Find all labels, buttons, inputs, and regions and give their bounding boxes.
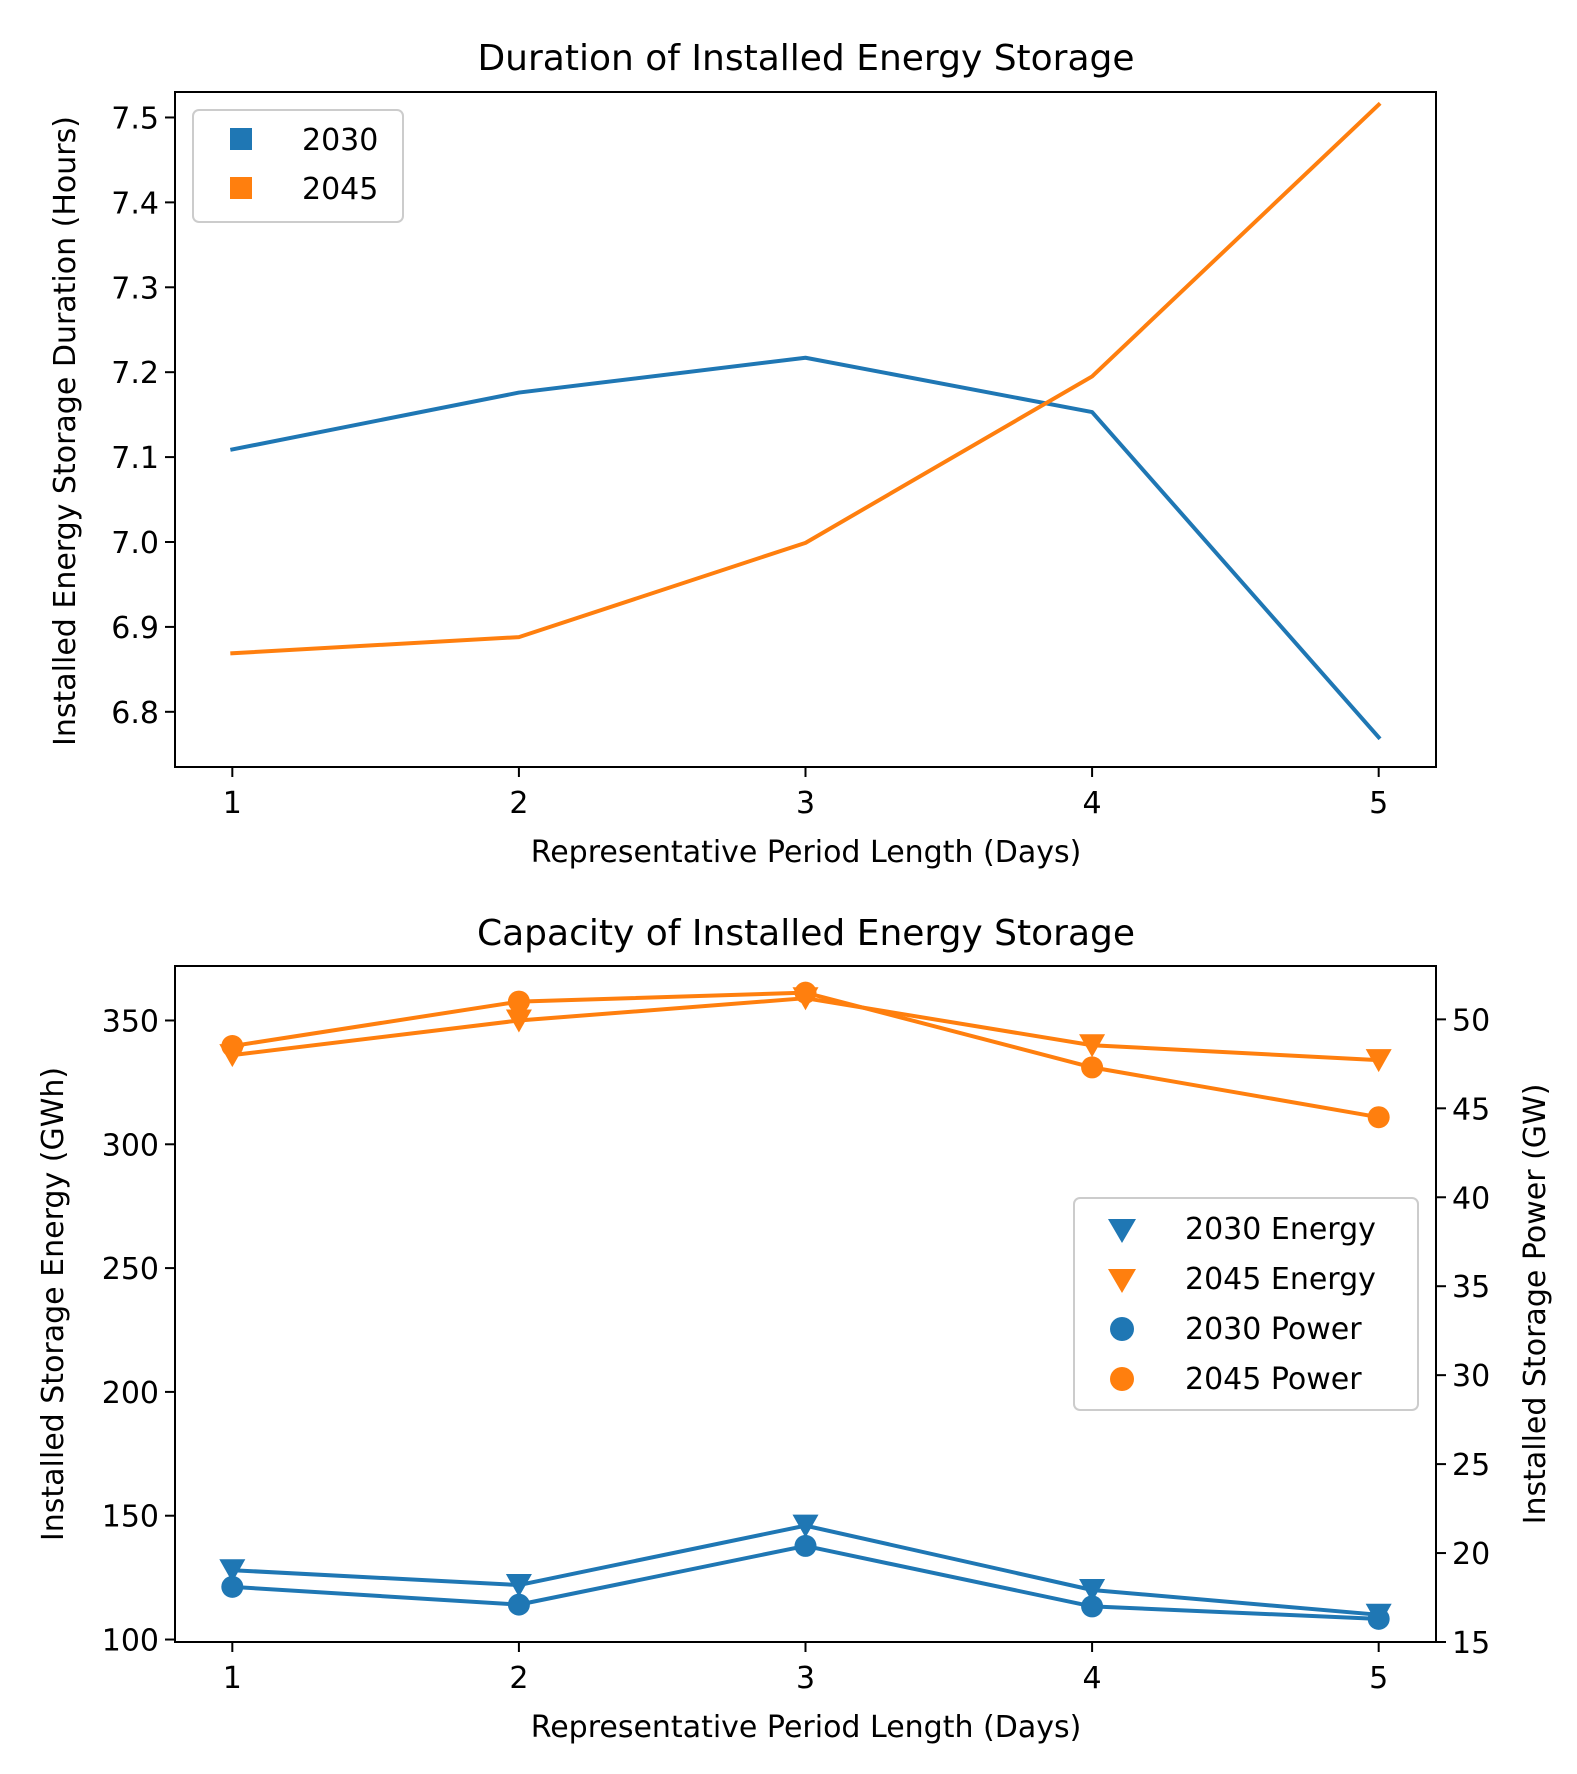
x-tick-label: 4 [1083,1661,1102,1696]
y-tick-label: 100 [102,1624,159,1659]
y-axis-right: 15 20 25 30 35 40 45 50 [1436,1003,1490,1661]
x-tick-label: 5 [1369,786,1388,821]
series-2030-power-point [507,1593,530,1616]
y-tick-label: 7.4 [111,186,159,221]
y-tick-label: 7.2 [111,356,159,391]
y-tick-label: 7.3 [111,271,159,306]
legend-label-2045: 2045 [302,172,378,207]
y-tick-label: 50 [1452,1003,1490,1038]
chart-title: Duration of Installed Energy Storage [477,38,1134,79]
y-axis-label: Installed Energy Storage Duration (Hours… [48,116,83,746]
chart-title: Capacity of Installed Energy Storage [477,913,1135,954]
x-tick-label: 3 [796,786,815,821]
y-tick-label: 350 [102,1004,159,1039]
y-tick-label: 150 [102,1500,159,1535]
legend-label-2045-energy: 2045 Energy [1185,1262,1376,1297]
series-2045-power-line [230,990,1381,1120]
series-2030-line [229,355,1382,741]
y-axis-left: 100 150 200 250 300 350 [102,1004,175,1659]
y-tick-label: 15 [1452,1626,1490,1661]
y-tick-label: 35 [1452,1270,1490,1305]
series-2045-power-point [1081,1056,1104,1079]
series-2045-power-point [507,990,530,1013]
series-2045-line [230,101,1382,656]
y-tick-label: 7.5 [111,101,159,136]
series-2030-power-point [221,1575,244,1598]
legend-marker-2045 [230,177,252,199]
series-2045-energy-point [1079,1034,1106,1058]
series-2030-energy-point [792,1514,819,1538]
y-tick-label: 250 [102,1252,159,1287]
y-tick-label: 45 [1452,1092,1490,1127]
series-2045-power-point [221,1035,244,1058]
series-2045-power-point [1367,1106,1390,1129]
y-tick-label: 300 [102,1128,159,1163]
x-tick-label: 3 [796,1661,815,1696]
legend-marker-2030-energy [1108,1219,1136,1243]
y-tick-label: 25 [1452,1448,1490,1483]
x-axis-label: Representative Period Length (Days) [531,835,1082,870]
series-2045-energy-point [505,1009,532,1033]
series-2030-power-point [1081,1595,1104,1618]
series-2030-power-point [794,1534,817,1557]
legend: 2030 Energy 2045 Energy 2030 Power 2045 … [1073,1197,1419,1411]
series-2030-energy-point [1079,1579,1106,1602]
x-tick-label: 4 [1083,786,1102,821]
legend-frame [1073,1197,1419,1411]
y-tick-label: 20 [1452,1537,1490,1572]
x-tick-label: 5 [1369,1661,1388,1696]
legend-marker-2030 [230,128,252,150]
x-tick-label: 1 [223,786,242,821]
x-tick-label: 1 [223,1661,242,1696]
y-tick-label: 200 [102,1376,159,1411]
legend-label-2045-power: 2045 Power [1185,1362,1362,1397]
series-2045-power-point [794,981,817,1004]
y-tick-label: 6.9 [111,611,159,646]
y-tick-label: 7.0 [111,526,159,561]
series-2030-energy-point [505,1574,532,1598]
y-axis-label-left: Installed Storage Energy (GWh) [36,1067,71,1541]
series-lines [229,101,1382,741]
series-2045-energy-point [1365,1049,1392,1073]
legend-marker-2045-power [1110,1367,1134,1391]
series-lines [219,981,1392,1630]
series-2030-power-point [1367,1607,1390,1630]
legend: 2030 2045 [192,109,404,223]
x-axis: 1 2 3 4 5 [223,767,1388,821]
legend-label-2030-energy: 2030 Energy [1185,1212,1376,1247]
y-axis-label-right: Installed Storage Power (GW) [1518,1084,1553,1525]
capacity-chart: Capacity of Installed Energy Storage 1 2 3… [36,913,1553,1745]
y-tick-label: 7.1 [111,441,159,476]
legend-marker-2030-power [1110,1317,1134,1341]
legend-label-2030: 2030 [302,123,378,158]
y-tick-label: 30 [1452,1359,1490,1394]
x-axis-label: Representative Period Length (Days) [531,1710,1082,1745]
series-2030-energy-point [219,1559,246,1583]
legend-label-2030-power: 2030 Power [1185,1312,1362,1347]
x-tick-label: 2 [509,786,528,821]
legend-marker-2045-energy [1108,1269,1136,1293]
y-tick-label: 40 [1452,1181,1490,1216]
duration-chart: Duration of Installed Energy Storage 1 2 3… [48,38,1437,870]
y-tick-label: 6.8 [111,696,159,731]
x-tick-label: 2 [509,1661,528,1696]
x-axis: 1 2 3 4 5 [223,1642,1388,1696]
y-axis: 6.8 6.9 7.0 7.1 7.2 7.3 7.4 7.5 [111,101,175,731]
